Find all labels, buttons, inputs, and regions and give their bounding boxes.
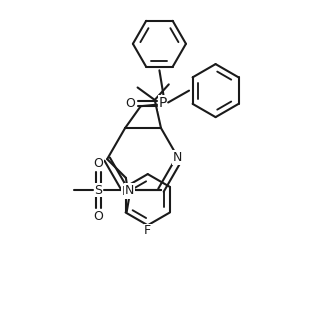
Text: N: N (173, 151, 182, 164)
Text: F: F (144, 224, 151, 237)
Text: S: S (94, 184, 102, 197)
Text: N: N (125, 184, 134, 197)
Text: P: P (158, 96, 167, 110)
Text: O: O (94, 157, 103, 170)
Text: N: N (122, 185, 131, 198)
Text: O: O (125, 97, 135, 110)
Text: O: O (94, 210, 103, 223)
